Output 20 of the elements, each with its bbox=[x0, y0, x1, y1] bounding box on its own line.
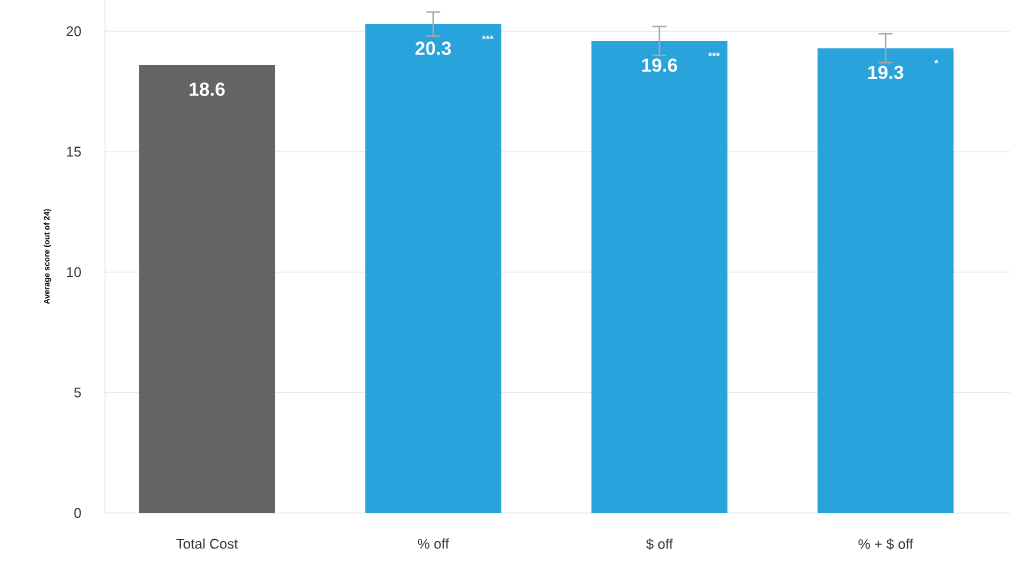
bar bbox=[591, 40, 728, 513]
x-tick-label: Total Cost bbox=[176, 538, 238, 549]
y-tick-label: 0 bbox=[74, 508, 81, 518]
data-label: 18.6 bbox=[189, 82, 225, 96]
data-label: 20.3 bbox=[415, 41, 451, 56]
annotation: * bbox=[934, 59, 939, 64]
y-tick-label: 20 bbox=[66, 26, 81, 37]
x-tick-label: % off bbox=[417, 538, 449, 549]
annotation: *** bbox=[708, 52, 720, 57]
x-tick-label: % + $ off bbox=[858, 538, 914, 550]
bar bbox=[139, 65, 276, 513]
y-tick-label: 10 bbox=[67, 267, 81, 278]
bar bbox=[365, 24, 502, 513]
annotation: *** bbox=[482, 35, 494, 40]
bar bbox=[817, 48, 954, 513]
x-tick-label: $ off bbox=[646, 538, 673, 550]
y-tick-label: 5 bbox=[74, 387, 81, 398]
data-label: 19.6 bbox=[642, 58, 678, 72]
y-tick-label: 15 bbox=[67, 146, 81, 157]
data-label: 19.3 bbox=[868, 65, 904, 80]
